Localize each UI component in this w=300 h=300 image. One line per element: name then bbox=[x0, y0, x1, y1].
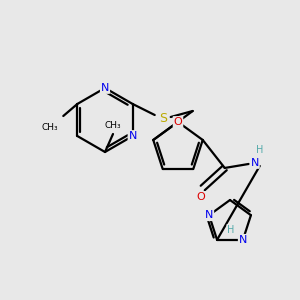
Text: H: H bbox=[227, 225, 235, 235]
Text: CH₃: CH₃ bbox=[105, 121, 121, 130]
Text: CH₃: CH₃ bbox=[42, 122, 58, 131]
Text: N: N bbox=[128, 131, 137, 141]
Text: H: H bbox=[256, 145, 263, 155]
Text: N: N bbox=[205, 210, 213, 220]
Text: N: N bbox=[250, 158, 259, 168]
Text: N: N bbox=[101, 83, 109, 93]
Text: N: N bbox=[239, 235, 247, 245]
Text: O: O bbox=[196, 192, 205, 202]
Text: O: O bbox=[174, 117, 182, 127]
Text: S: S bbox=[159, 112, 167, 125]
